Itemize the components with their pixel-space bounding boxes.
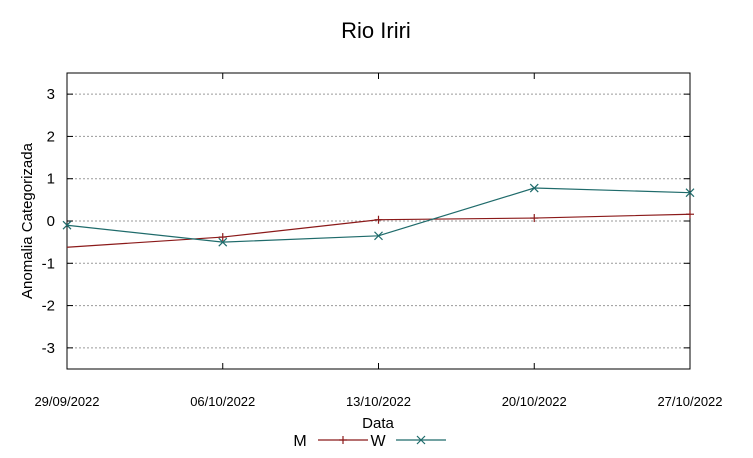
data-point [530,214,539,223]
data-point [218,237,228,247]
series-W [62,183,695,247]
series-layer [62,183,695,248]
x-tick-label: 20/10/2022 [502,394,567,409]
y-tick-label: 2 [47,128,55,145]
y-tick-label: -1 [42,255,55,272]
x-tick-label: 06/10/2022 [190,394,255,409]
legend-label: M [293,433,306,450]
chart-title: Rio Iriri [341,18,411,43]
x-axis-ticks: 29/09/2022 06/10/2022 13/10/2022 20/10/2022… [34,73,723,409]
data-point [416,435,426,445]
y-axis-ticks: -3 -2 -1 0 1 2 3 [42,86,690,357]
data-point [374,231,383,241]
x-tick-label: 27/10/2022 [657,394,722,409]
y-axis-label: Anomalia Categorizada [19,142,36,299]
y-tick-label: -2 [42,298,55,315]
legend-entry-M: M [293,433,368,450]
series-line [66,187,691,243]
x-tick-label: 29/09/2022 [34,394,99,409]
data-point [529,183,539,193]
x-tick-label: 13/10/2022 [346,394,411,409]
data-point [686,210,694,219]
data-point [339,436,347,444]
y-tick-label: 1 [47,171,55,188]
data-point [62,220,72,230]
y-tick-label: -3 [42,340,55,357]
data-point [685,188,695,198]
series-M [66,210,694,248]
data-point [374,215,383,224]
legend-entry-W: W [370,433,446,450]
y-tick-label: 3 [47,86,55,103]
x-axis-label: Data [362,415,394,432]
y-tick-label: 0 [47,213,55,230]
data-point [218,233,227,242]
legend-label: W [370,433,386,450]
